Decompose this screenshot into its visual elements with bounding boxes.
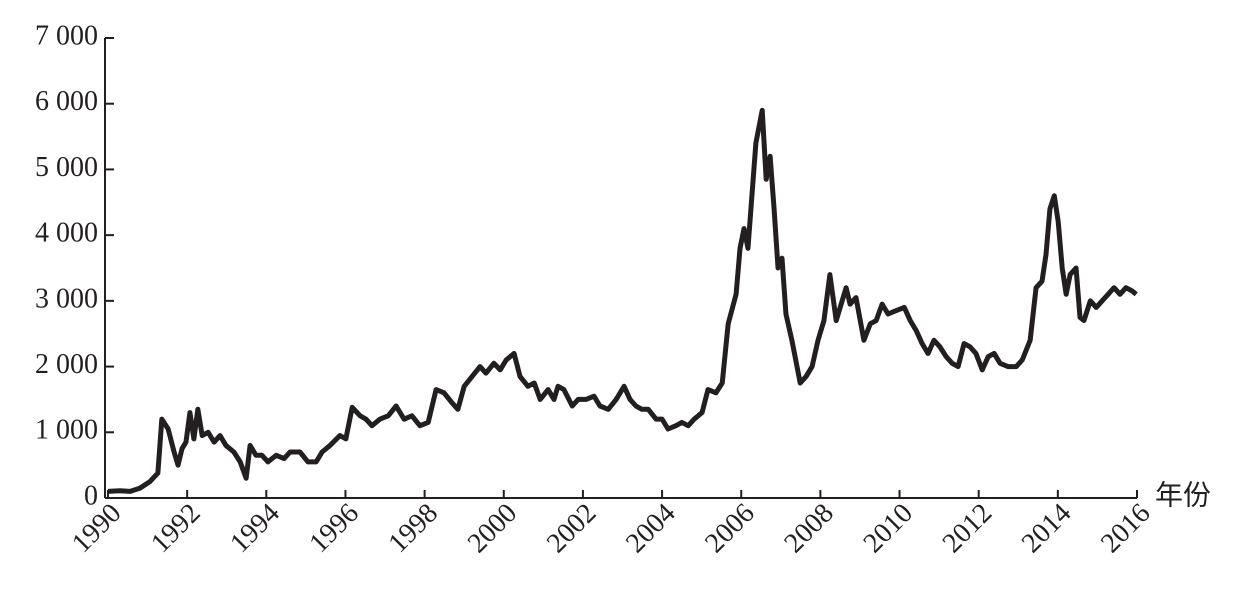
y-tick-label: 3 000 — [35, 283, 98, 314]
x-tick-label: 2004 — [620, 498, 682, 560]
x-tick-label: 1992 — [145, 498, 207, 560]
y-tick-label: 0 — [84, 480, 98, 511]
x-tick-label: 2014 — [1016, 498, 1078, 560]
x-tick-label: 1996 — [303, 498, 365, 560]
x-tick-label: 1998 — [383, 498, 445, 560]
line-series — [107, 107, 1138, 494]
x-tick-label: 2002 — [541, 498, 603, 560]
y-tick-label: 5 000 — [35, 152, 98, 183]
x-tick-label: 2008 — [778, 498, 840, 560]
x-tick-label: 2010 — [858, 498, 920, 560]
x-tick-label: 1990 — [66, 498, 128, 560]
y-tick-label: 1 000 — [35, 415, 98, 446]
y-tick-label: 7 000 — [35, 20, 98, 51]
y-tick-label: 6 000 — [35, 86, 98, 117]
y-tick-label: 4 000 — [35, 218, 98, 249]
x-tick-label: 2000 — [462, 498, 524, 560]
x-tick-label: 2012 — [937, 498, 999, 560]
x-tick-label: 2006 — [699, 498, 761, 560]
x-tick-label: 1994 — [224, 498, 286, 560]
y-tick-label: 2 000 — [35, 349, 98, 380]
x-axis-label: 年份 — [1155, 479, 1211, 511]
x-tick-label: 2016 — [1095, 498, 1157, 560]
